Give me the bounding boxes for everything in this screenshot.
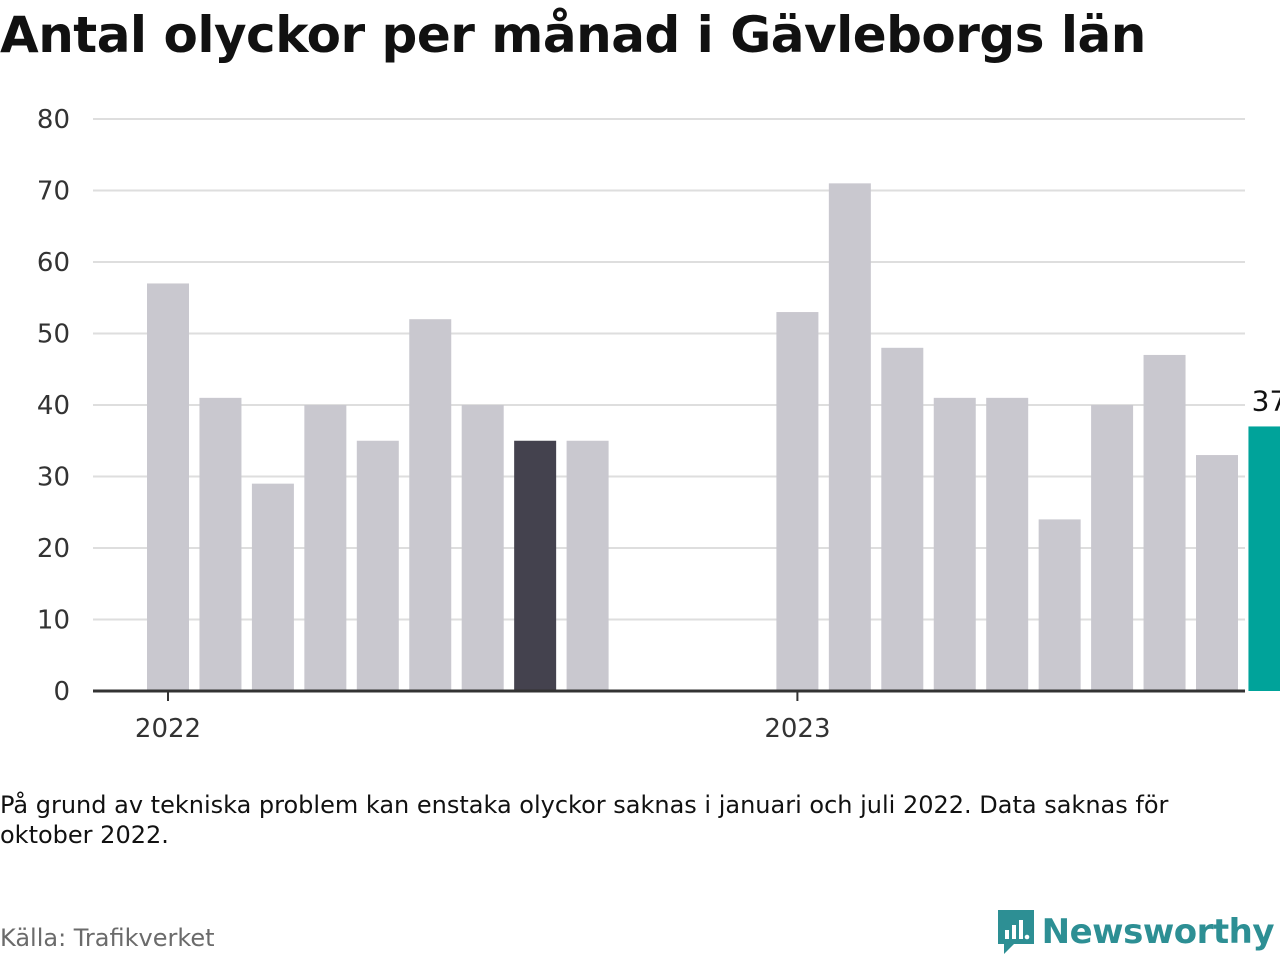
y-tick-label: 30 xyxy=(37,463,70,493)
bar-2022-06 xyxy=(409,319,452,691)
bar-2022-04 xyxy=(304,405,347,691)
bar-chart: 0 10 20 30 40 50 60 70 80 37 2022 2023 xyxy=(37,105,1280,744)
x-tick-label: 2022 xyxy=(135,714,201,744)
bar-2022-05 xyxy=(356,440,399,691)
value-labels: 37 xyxy=(1252,384,1280,417)
x-axis: 2022 2023 xyxy=(135,691,830,744)
y-axis: 0 10 20 30 40 50 60 70 80 xyxy=(37,105,70,707)
bar-2023-05 xyxy=(986,397,1029,691)
y-tick-label: 50 xyxy=(37,320,70,350)
bar-2022-07 xyxy=(461,405,504,691)
y-tick-label: 70 xyxy=(37,177,70,207)
y-tick-label: 60 xyxy=(37,248,70,278)
bar-2023-08 xyxy=(1143,354,1186,691)
bar-2023-03 xyxy=(881,347,924,691)
source-label: Källa: Trafikverket xyxy=(0,924,215,952)
brand-logo: Newsworthy xyxy=(996,908,1275,956)
bar-2023-06 xyxy=(1038,519,1081,691)
y-tick-label: 40 xyxy=(37,391,70,421)
chart-title: Antal olyckor per månad i Gävleborgs län xyxy=(0,6,1146,64)
y-tick-label: 0 xyxy=(53,677,70,707)
bar-2022-03 xyxy=(251,483,294,691)
bar-2023-09 xyxy=(1196,455,1238,691)
bar-2023-07 xyxy=(1091,405,1134,691)
newsworthy-logo-icon xyxy=(997,910,1034,954)
bar-2022-02 xyxy=(199,397,242,691)
bar-2022-09 xyxy=(566,440,609,691)
brand-name: Newsworthy xyxy=(1041,912,1275,952)
bars xyxy=(147,183,1280,691)
value-label: 37 xyxy=(1252,384,1280,417)
bar-2022-08 xyxy=(514,440,557,691)
bar-2023-04 xyxy=(933,397,976,691)
bar-2022-01 xyxy=(147,283,189,691)
footnote: På grund av tekniska problem kan enstaka… xyxy=(0,791,1169,849)
y-tick-label: 10 xyxy=(37,606,70,636)
bar-2023-02 xyxy=(828,183,871,691)
y-tick-label: 20 xyxy=(37,534,70,564)
bar-2023-01 xyxy=(776,312,819,691)
bar-2023-10 xyxy=(1248,426,1280,691)
y-tick-label: 80 xyxy=(37,105,70,135)
x-tick-label: 2023 xyxy=(764,714,830,744)
